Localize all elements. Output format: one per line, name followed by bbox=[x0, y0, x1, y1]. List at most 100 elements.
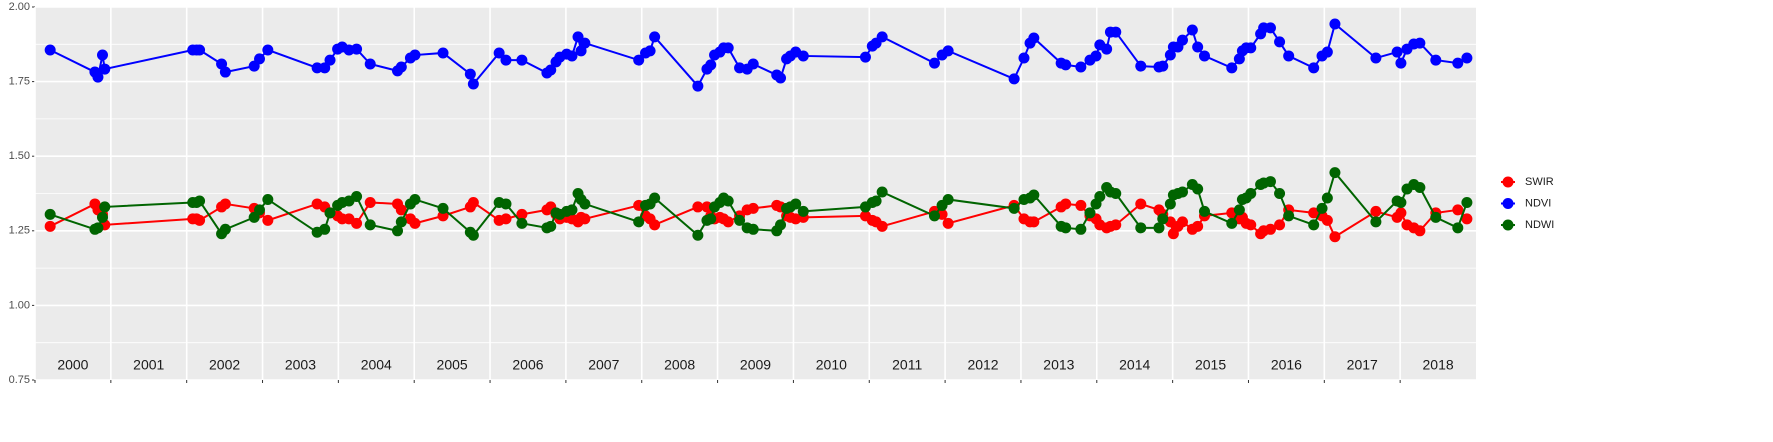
data-point bbox=[1135, 60, 1147, 72]
data-point bbox=[545, 220, 557, 232]
x-tick-label: 2011 bbox=[892, 357, 922, 373]
data-point bbox=[1329, 18, 1341, 30]
data-point bbox=[319, 62, 331, 74]
data-point bbox=[500, 213, 512, 225]
data-point bbox=[1075, 199, 1087, 211]
data-point bbox=[1245, 219, 1257, 231]
data-point bbox=[1226, 217, 1238, 229]
x-tick-label: 2000 bbox=[57, 357, 88, 373]
data-point bbox=[219, 66, 231, 78]
data-point bbox=[219, 223, 231, 235]
data-point bbox=[1094, 190, 1106, 202]
data-point bbox=[1157, 60, 1169, 72]
data-point bbox=[1008, 202, 1020, 214]
y-tick-label: 1.50 bbox=[9, 150, 30, 162]
data-point bbox=[219, 198, 231, 210]
x-tick-label: 2009 bbox=[740, 357, 771, 373]
data-point bbox=[1391, 46, 1403, 58]
data-point bbox=[44, 208, 56, 220]
data-point bbox=[516, 217, 528, 229]
data-point bbox=[319, 223, 331, 235]
data-point bbox=[1157, 213, 1169, 225]
data-point bbox=[437, 202, 449, 214]
data-point bbox=[1198, 50, 1210, 62]
data-point bbox=[876, 31, 888, 43]
data-point bbox=[99, 201, 111, 213]
data-point bbox=[253, 204, 265, 216]
data-point bbox=[1430, 54, 1442, 66]
x-tick-label: 2007 bbox=[588, 357, 619, 373]
data-point bbox=[1226, 62, 1238, 74]
data-point bbox=[395, 216, 407, 228]
data-point bbox=[409, 193, 421, 205]
data-point bbox=[1264, 223, 1276, 235]
data-point bbox=[644, 45, 656, 57]
data-point bbox=[437, 47, 449, 59]
data-point bbox=[262, 214, 274, 226]
data-point bbox=[579, 198, 591, 210]
data-point bbox=[44, 220, 56, 232]
x-tick-label: 2004 bbox=[361, 357, 392, 373]
y-tick-label: 1.25 bbox=[9, 225, 30, 237]
data-point bbox=[1245, 188, 1257, 199]
data-point bbox=[467, 229, 479, 241]
data-point bbox=[705, 213, 717, 225]
data-point bbox=[649, 219, 661, 231]
x-tick-label: 2002 bbox=[209, 357, 240, 373]
data-point bbox=[1028, 216, 1040, 228]
y-tick-label: 2.00 bbox=[9, 1, 30, 13]
data-point bbox=[928, 210, 940, 222]
data-point bbox=[1176, 34, 1188, 46]
data-point bbox=[194, 195, 206, 207]
data-point bbox=[1153, 222, 1165, 234]
x-tick-label: 2013 bbox=[1043, 357, 1074, 373]
data-point bbox=[1321, 192, 1333, 204]
data-point bbox=[870, 195, 882, 207]
data-point bbox=[692, 229, 704, 241]
data-point bbox=[1370, 216, 1382, 228]
legend-label: NDVI bbox=[1525, 197, 1551, 209]
data-point bbox=[1084, 207, 1096, 219]
y-tick-label: 1.75 bbox=[9, 76, 30, 88]
data-point bbox=[722, 42, 734, 54]
legend-label: SWIR bbox=[1525, 176, 1554, 188]
x-tick-label: 2001 bbox=[133, 357, 164, 373]
data-point bbox=[566, 204, 578, 216]
data-point bbox=[1135, 222, 1147, 234]
data-point bbox=[1329, 167, 1341, 179]
data-point bbox=[1452, 204, 1464, 216]
data-point bbox=[1274, 219, 1286, 231]
data-point bbox=[351, 190, 363, 202]
data-point bbox=[364, 219, 376, 231]
x-tick-label: 2012 bbox=[967, 357, 998, 373]
data-point bbox=[1316, 202, 1328, 214]
data-point bbox=[1452, 57, 1464, 69]
data-point bbox=[876, 220, 888, 232]
x-tick-label: 2018 bbox=[1423, 357, 1454, 373]
data-point bbox=[1075, 61, 1087, 73]
data-point bbox=[392, 225, 404, 237]
data-point bbox=[1008, 73, 1020, 85]
data-point bbox=[633, 216, 645, 228]
data-point bbox=[705, 59, 717, 71]
data-point bbox=[1176, 216, 1188, 228]
data-point bbox=[500, 198, 512, 210]
data-point bbox=[747, 58, 759, 70]
legend-label: NDWI bbox=[1525, 219, 1554, 231]
data-point bbox=[1233, 204, 1245, 216]
data-point bbox=[1414, 182, 1426, 194]
data-point bbox=[797, 205, 809, 217]
x-tick-label: 2008 bbox=[664, 357, 695, 373]
data-point bbox=[409, 49, 421, 61]
data-point bbox=[262, 193, 274, 205]
data-point bbox=[1192, 220, 1204, 232]
y-tick-label: 1.00 bbox=[9, 299, 30, 311]
data-point bbox=[1186, 24, 1198, 36]
data-point bbox=[500, 54, 512, 66]
legend-swatch bbox=[1502, 219, 1514, 231]
data-point bbox=[579, 37, 591, 49]
data-point bbox=[1395, 196, 1407, 208]
data-point bbox=[1060, 222, 1072, 234]
data-point bbox=[493, 47, 505, 59]
